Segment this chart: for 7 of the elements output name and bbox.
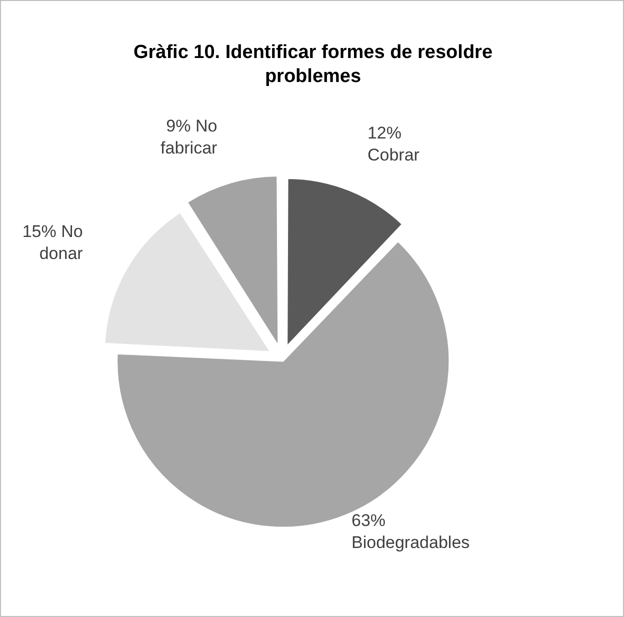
data-label: 63% — [352, 510, 386, 530]
data-label: 12% — [367, 124, 402, 143]
slice-label: Biodegradables — [352, 532, 470, 552]
slice-label: Cobrar — [367, 146, 420, 165]
slice-label: 15% No donar — [22, 222, 84, 264]
slice-label: 9% No fabricar — [160, 116, 218, 158]
chart-title: Gràfic 10. Identificar formes de resoldre problemes — [132, 41, 494, 89]
